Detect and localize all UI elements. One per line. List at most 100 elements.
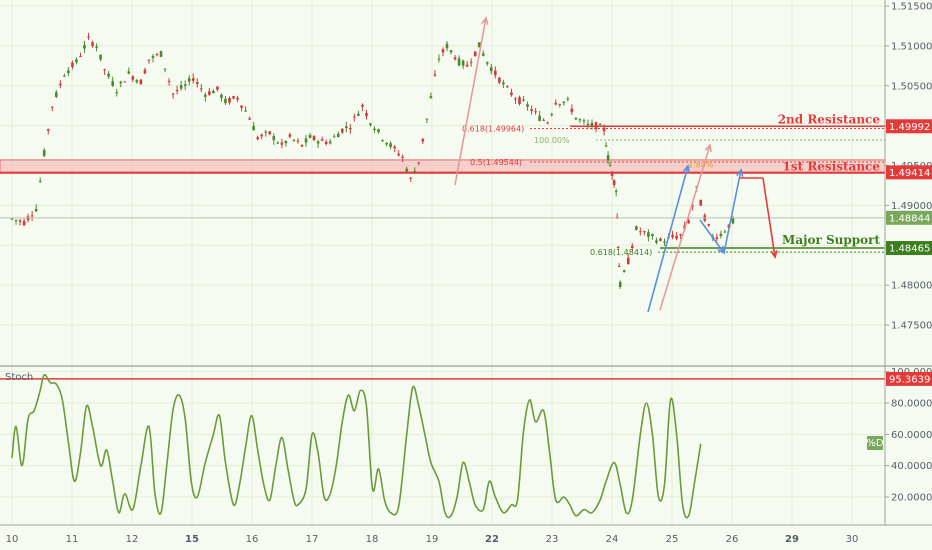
candle-body: [292, 139, 296, 141]
candle-body: [457, 58, 461, 66]
x-tick-label: 19: [426, 534, 439, 545]
x-tick-label: 11: [66, 534, 79, 545]
blue-arrow-up: [647, 165, 689, 313]
candle-body: [586, 123, 590, 126]
candle-body: [570, 108, 574, 113]
candle-body: [663, 241, 666, 243]
candle-body: [473, 51, 477, 57]
candle-body: [353, 116, 356, 118]
candle-body: [477, 42, 481, 48]
candle-body: [155, 54, 159, 56]
candle-body: [67, 70, 70, 74]
stoch-d-line: [11, 373, 702, 519]
candle-body: [46, 129, 50, 131]
candle-body: [38, 180, 42, 182]
candle-body: [538, 115, 541, 121]
candle-body: [647, 232, 650, 237]
candle-body: [377, 129, 380, 133]
candle-body: [731, 218, 735, 224]
fib-level-label: 0.618(1.49964): [462, 124, 524, 133]
candle-body: [50, 106, 54, 108]
candle-body: [562, 101, 566, 103]
candle-body: [191, 78, 195, 81]
candle-body: [590, 122, 594, 127]
candle-body: [671, 234, 674, 238]
candle-body: [312, 136, 316, 141]
labels: 0.618(1.49964) 100.00% 0.5(1.49544) 0.618(1…: [5, 16, 884, 450]
y-tick-label: 1.50500: [891, 81, 932, 92]
candle-body: [228, 98, 231, 103]
candle-body: [389, 143, 392, 147]
candle-body: [401, 156, 404, 159]
stoch-level-price-bg: [886, 371, 932, 386]
candle-body: [578, 119, 582, 121]
candle-body: [87, 36, 90, 38]
candle-body: [183, 84, 187, 86]
x-tick-label: 12: [126, 534, 139, 545]
candle-body: [675, 236, 678, 239]
candle-body: [30, 215, 34, 217]
blue-arrow-up-2: [723, 169, 742, 254]
candle-body: [518, 97, 521, 104]
candle-body: [95, 46, 98, 48]
x-tick-label: 30: [846, 534, 859, 545]
candle-body: [83, 45, 86, 49]
pink-arrow-rise-head: [704, 143, 712, 153]
y-tick-label: 1.48000: [891, 281, 932, 292]
candle-body: [622, 270, 626, 273]
candle-body: [345, 126, 348, 129]
blue-arrow-up-head: [682, 164, 691, 174]
candle-body: [602, 127, 606, 132]
candle-body: [316, 141, 320, 144]
candle-body: [530, 109, 533, 112]
candle-body: [566, 98, 570, 100]
candle-body: [14, 219, 18, 221]
candle-body: [514, 98, 517, 100]
candle-body: [332, 136, 336, 138]
candle-body: [111, 80, 114, 86]
candle-body: [582, 120, 586, 122]
candle-body: [71, 62, 74, 68]
stoch-series-badge: [867, 436, 883, 450]
stoch-y-tick-label: 40.0000: [891, 461, 932, 472]
fib-level-label: 0.618(1.48414): [590, 248, 652, 257]
candle-body: [494, 70, 497, 76]
candle-body: [195, 81, 199, 84]
candle-body: [655, 240, 658, 243]
candle-body: [320, 139, 324, 141]
candle-body: [393, 146, 396, 149]
candle-body: [296, 140, 300, 142]
candle-body: [224, 98, 227, 104]
candle-body: [99, 54, 102, 60]
candle-body: [280, 142, 284, 145]
candle-body: [617, 265, 621, 267]
stoch-y-tick-label: 20.0000: [891, 493, 932, 504]
candle-body: [256, 137, 259, 140]
major-support-price: 1.48465: [889, 244, 930, 255]
candle-body: [252, 125, 255, 131]
candle-body: [365, 112, 368, 117]
stoch-y-tick-label: 80.0000: [891, 399, 932, 410]
red-arrow-down-head: [770, 250, 778, 259]
candle-body: [707, 224, 711, 226]
candle-body: [498, 77, 501, 83]
candle-body: [373, 128, 376, 131]
x-tick-label: 24: [606, 534, 619, 545]
candle-body: [324, 141, 328, 145]
current-price-badge: 1.48844: [889, 213, 930, 224]
candle-body: [651, 234, 654, 237]
candle-body: [179, 85, 183, 89]
candle-body: [276, 142, 280, 144]
candle-body: [604, 145, 608, 147]
fib-level-label: 0.5(1.49544): [470, 158, 522, 167]
candle-body: [159, 51, 163, 57]
candle-body: [574, 117, 578, 120]
candle-body: [612, 180, 616, 186]
candle-body: [167, 80, 171, 82]
candle-body: [272, 135, 276, 141]
level-lines: [0, 125, 885, 253]
